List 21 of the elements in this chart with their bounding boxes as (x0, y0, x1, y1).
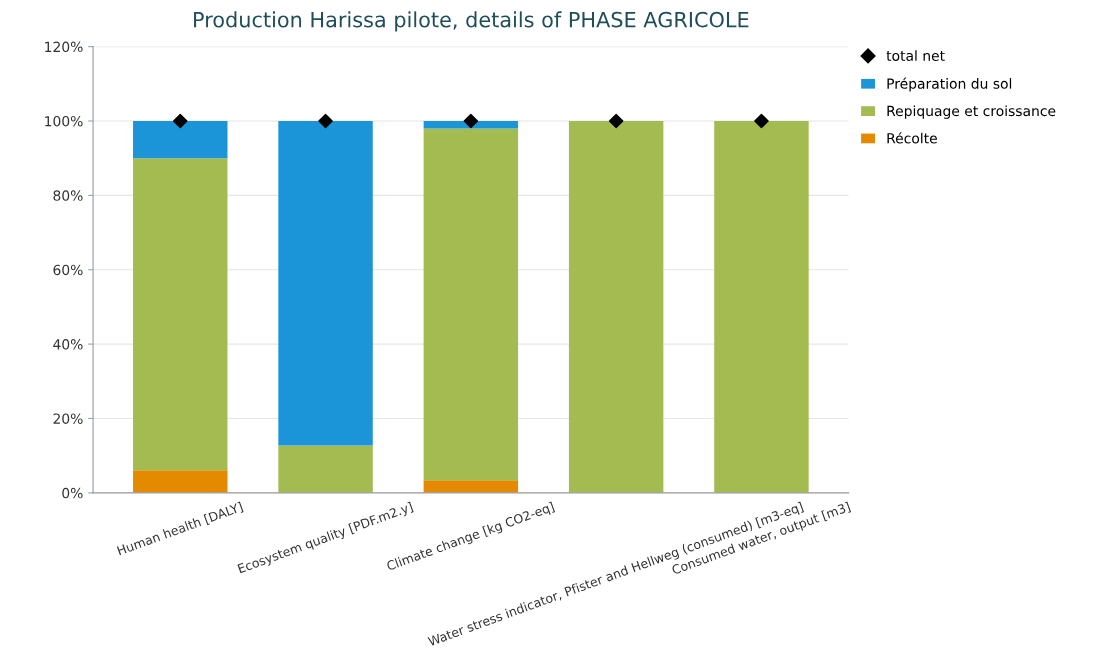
bar (278, 445, 373, 493)
y-tick-label: 100% (45, 115, 83, 127)
y-tick-label: 20% (53, 413, 83, 424)
legend-label: Préparation du sol (887, 77, 1012, 92)
bar (278, 120, 373, 446)
bar (133, 470, 228, 493)
legend-label: Récolte (887, 132, 937, 144)
chart-title: Production Harissa pilote, details of PHASE AGRICOLE (194, 11, 749, 32)
bar (133, 120, 228, 159)
bar (714, 120, 809, 493)
y-tick-label: 120% (45, 41, 83, 53)
y-tick-label: 40% (53, 339, 83, 350)
bar (568, 120, 664, 493)
y-tick-label: 60% (53, 264, 83, 276)
legend-label: Repiquage et croissance (887, 105, 1056, 119)
y-tick-label: 80% (53, 190, 83, 201)
y-tick-label: 0% (62, 487, 83, 499)
legend-label: total net (886, 50, 945, 61)
bar (133, 158, 228, 471)
bar (423, 128, 519, 481)
bar (423, 480, 519, 493)
